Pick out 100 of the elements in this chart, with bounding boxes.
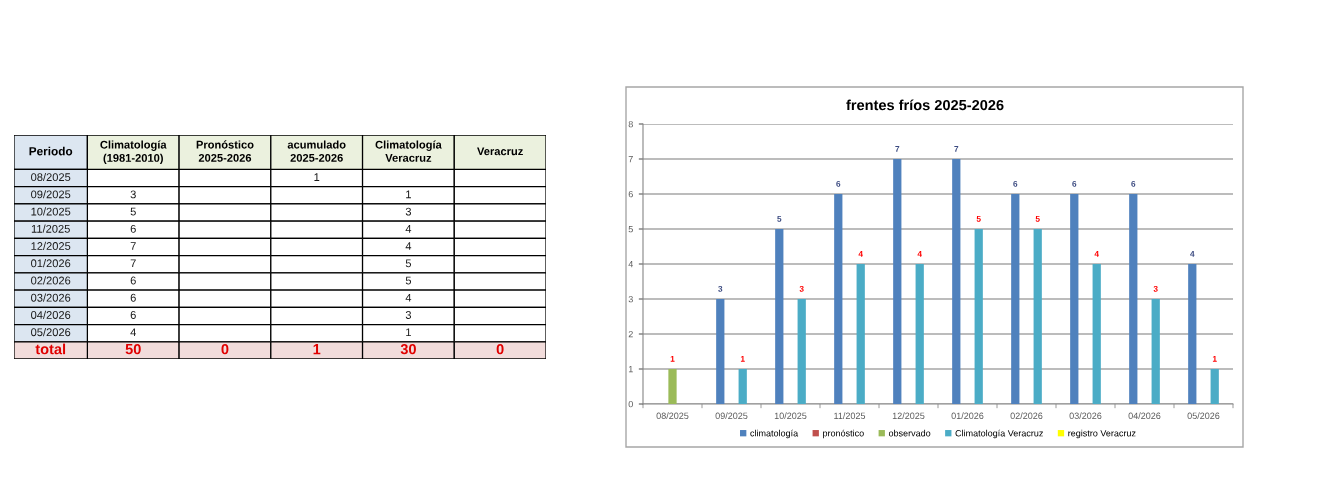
x-tick-label: Pronóstico 2025-2026	[196, 140, 254, 162]
y-tick-label: 6	[628, 190, 633, 198]
data-label: 5	[405, 276, 412, 285]
legend-label: registro Veracruz	[1068, 429, 1136, 439]
y-tick-label: 8	[628, 120, 633, 128]
y-tick-label: 12/2025	[31, 241, 71, 250]
data-label: 1	[740, 355, 745, 362]
y-tick-label: 4	[628, 261, 634, 268]
bar	[915, 264, 924, 404]
data-label: 50	[125, 343, 141, 355]
bar	[834, 194, 843, 404]
y-tick-label: 10/2025	[31, 207, 71, 216]
data-label: 4	[405, 242, 412, 250]
bar	[797, 299, 806, 404]
x-tick-label: 08/2025	[656, 412, 689, 419]
x-tick-label: Climatología (1981-2010)	[100, 140, 167, 165]
x-tick-label: 01/2026	[951, 412, 984, 419]
data-label: 4	[858, 250, 863, 257]
bar	[1011, 194, 1020, 404]
data-label: 5	[1035, 215, 1040, 222]
data-label: 6	[130, 224, 136, 233]
data-label: 1	[406, 190, 411, 199]
y-tick-label: total	[35, 343, 66, 355]
data-label: 4	[405, 293, 412, 302]
bar	[1070, 194, 1079, 404]
bar	[952, 159, 961, 404]
y-tick-label: 11/2025	[31, 224, 70, 233]
bar	[738, 369, 747, 404]
x-tick-label: 04/2026	[1128, 412, 1161, 419]
data-label: 6	[130, 311, 136, 319]
bar	[893, 159, 902, 404]
data-label: 4	[1190, 250, 1195, 257]
bar	[1092, 264, 1101, 404]
data-label: 0	[496, 343, 504, 355]
x-tick-label: 09/2025	[715, 412, 748, 419]
y-tick-label: 02/2026	[31, 276, 71, 285]
y-tick-label: 05/2026	[31, 327, 71, 337]
y-tick-label: 04/2026	[31, 310, 71, 319]
x-tick-label: 05/2026	[1187, 412, 1220, 419]
bar	[1033, 229, 1042, 404]
legend-label: pronóstico	[823, 429, 864, 439]
x-tick-label: acumulado 2025-2026	[287, 140, 346, 162]
data-label: 30	[400, 343, 416, 355]
y-tick-label: 0	[628, 400, 633, 408]
bar	[1188, 264, 1197, 404]
bar	[856, 264, 865, 404]
data-label: 6	[1072, 180, 1077, 187]
legend-label: Climatología Veracruz	[955, 429, 1043, 439]
data-label: 6	[1131, 180, 1136, 187]
data-label: 7	[895, 145, 900, 152]
bar	[775, 229, 784, 404]
chart-title: frentes fríos 2025-2026	[846, 99, 1004, 111]
data-label: 4	[917, 250, 922, 257]
x-tick-label: Climatología Veracruz	[375, 140, 442, 162]
y-tick-label: 1	[628, 366, 633, 373]
legend-label: observado	[888, 429, 931, 437]
data-label: 7	[130, 242, 136, 250]
bar	[1129, 194, 1138, 404]
data-label: 3	[718, 285, 723, 292]
y-tick-label: 09/2025	[31, 190, 71, 199]
data-label: 1	[1212, 355, 1217, 362]
y-tick-label: 5	[628, 226, 633, 233]
data-label: 6	[130, 293, 136, 302]
y-tick-label: 08/2025	[31, 172, 71, 182]
x-tick-label: 03/2026	[1069, 412, 1102, 419]
bar	[974, 229, 983, 404]
y-tick-label: 7	[628, 156, 633, 163]
data-label: 6	[130, 276, 136, 285]
data-label: 5	[777, 215, 782, 222]
data-label: 6	[1013, 180, 1018, 187]
data-label: 3	[405, 311, 412, 319]
legend-label: climatología	[750, 429, 799, 439]
data-label: 5	[405, 259, 412, 268]
data-label: 7	[954, 145, 959, 152]
x-tick-label: Veracruz	[477, 147, 523, 156]
data-label: 4	[405, 225, 412, 233]
x-tick-label: 02/2026	[1010, 412, 1043, 419]
data-label: 7	[130, 259, 136, 268]
x-tick-label: 10/2025	[774, 412, 807, 419]
bar	[668, 369, 677, 404]
bar	[1151, 299, 1160, 404]
data-label: 6	[836, 180, 841, 187]
x-tick-label: 11/2025	[834, 412, 866, 419]
y-axis-title: Periodo	[29, 146, 73, 156]
data-label: 1	[314, 173, 320, 181]
data-label: 3	[130, 190, 136, 199]
data-label: 3	[405, 207, 412, 216]
y-tick-label: 03/2026	[31, 293, 71, 302]
bar	[1210, 369, 1219, 404]
data-label: 4	[130, 328, 137, 337]
data-label: 1	[670, 355, 675, 362]
y-tick-label: 3	[628, 295, 633, 303]
data-label: 1	[313, 344, 321, 355]
x-tick-label: 12/2025	[892, 412, 925, 419]
y-tick-label: 01/2026	[31, 259, 71, 268]
y-tick-label: 2	[628, 330, 633, 338]
bar	[716, 299, 725, 404]
data-label: 3	[1153, 285, 1158, 292]
data-label: 0	[221, 343, 229, 355]
data-label: 5	[130, 207, 136, 216]
